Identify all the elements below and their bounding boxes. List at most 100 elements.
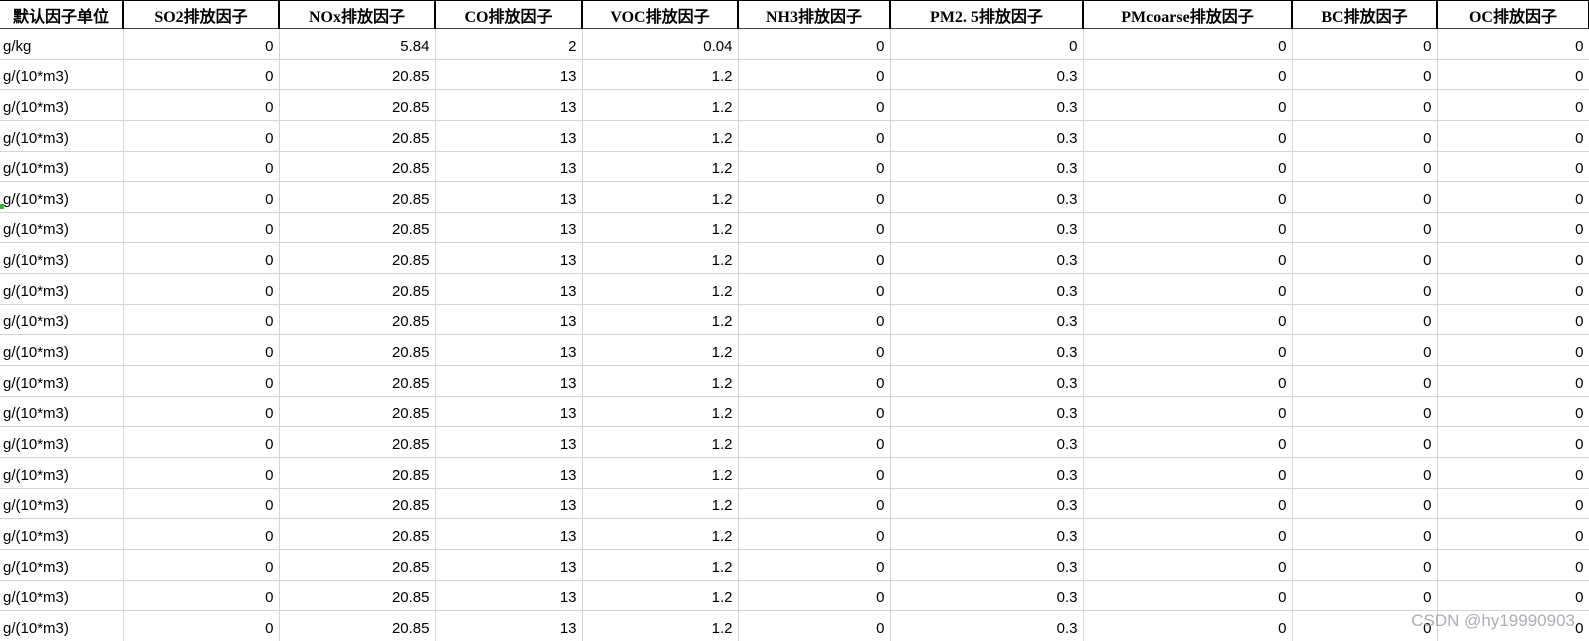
value-cell-so2[interactable]: 0: [122, 456, 280, 489]
value-cell-voc[interactable]: 0.04: [581, 28, 739, 60]
unit-cell[interactable]: g/kg: [0, 28, 124, 60]
value-cell-pm25[interactable]: 0.3: [889, 456, 1084, 489]
value-cell-oc[interactable]: 0: [1436, 395, 1589, 428]
value-cell-pmcoarse[interactable]: 0: [1082, 89, 1293, 121]
value-cell-pmcoarse[interactable]: 0: [1082, 487, 1293, 520]
value-cell-bc[interactable]: 0: [1291, 273, 1438, 305]
value-cell-so2[interactable]: 0: [122, 273, 280, 305]
value-cell-bc[interactable]: 0: [1291, 426, 1438, 458]
value-cell-so2[interactable]: 0: [122, 518, 280, 550]
value-cell-oc[interactable]: 0: [1436, 579, 1589, 612]
value-cell-so2[interactable]: 0: [122, 181, 280, 213]
value-cell-bc[interactable]: 0: [1291, 579, 1438, 612]
value-cell-co[interactable]: 13: [434, 150, 583, 183]
column-header-bc[interactable]: BC排放因子: [1291, 0, 1438, 29]
value-cell-pm25[interactable]: 0.3: [889, 426, 1084, 458]
value-cell-oc[interactable]: 0: [1436, 150, 1589, 183]
value-cell-nh3[interactable]: 0: [737, 518, 891, 550]
value-cell-nox[interactable]: 20.85: [278, 211, 436, 244]
value-cell-nox[interactable]: 20.85: [278, 242, 436, 275]
unit-cell[interactable]: g/(10*m3): [0, 211, 124, 244]
value-cell-so2[interactable]: 0: [122, 119, 280, 152]
value-cell-voc[interactable]: 1.2: [581, 518, 739, 550]
column-header-co[interactable]: CO排放因子: [434, 0, 583, 29]
value-cell-pmcoarse[interactable]: 0: [1082, 150, 1293, 183]
unit-cell[interactable]: g/(10*m3): [0, 365, 124, 397]
value-cell-so2[interactable]: 0: [122, 150, 280, 183]
value-cell-oc[interactable]: 0: [1436, 89, 1589, 121]
value-cell-voc[interactable]: 1.2: [581, 426, 739, 458]
value-cell-so2[interactable]: 0: [122, 395, 280, 428]
value-cell-pmcoarse[interactable]: 0: [1082, 610, 1293, 641]
unit-cell[interactable]: g/(10*m3): [0, 456, 124, 489]
value-cell-pm25[interactable]: 0.3: [889, 579, 1084, 612]
value-cell-pm25[interactable]: 0.3: [889, 89, 1084, 121]
value-cell-pm25[interactable]: 0.3: [889, 119, 1084, 152]
value-cell-nh3[interactable]: 0: [737, 548, 891, 581]
column-header-so2[interactable]: SO2排放因子: [122, 0, 280, 29]
value-cell-co[interactable]: 13: [434, 211, 583, 244]
value-cell-bc[interactable]: 0: [1291, 334, 1438, 367]
value-cell-bc[interactable]: 0: [1291, 119, 1438, 152]
value-cell-bc[interactable]: 0: [1291, 456, 1438, 489]
value-cell-nh3[interactable]: 0: [737, 211, 891, 244]
value-cell-nox[interactable]: 20.85: [278, 334, 436, 367]
value-cell-nh3[interactable]: 0: [737, 89, 891, 121]
value-cell-bc[interactable]: 0: [1291, 89, 1438, 121]
value-cell-bc[interactable]: 0: [1291, 28, 1438, 60]
value-cell-voc[interactable]: 1.2: [581, 119, 739, 152]
unit-cell[interactable]: g/(10*m3): [0, 303, 124, 336]
value-cell-nh3[interactable]: 0: [737, 610, 891, 641]
unit-cell[interactable]: g/(10*m3): [0, 334, 124, 367]
value-cell-voc[interactable]: 1.2: [581, 395, 739, 428]
value-cell-pmcoarse[interactable]: 0: [1082, 426, 1293, 458]
unit-cell[interactable]: g/(10*m3): [0, 395, 124, 428]
value-cell-so2[interactable]: 0: [122, 28, 280, 60]
value-cell-nox[interactable]: 20.85: [278, 89, 436, 121]
value-cell-pmcoarse[interactable]: 0: [1082, 334, 1293, 367]
value-cell-nh3[interactable]: 0: [737, 487, 891, 520]
value-cell-co[interactable]: 13: [434, 242, 583, 275]
value-cell-nox[interactable]: 20.85: [278, 119, 436, 152]
value-cell-co[interactable]: 13: [434, 334, 583, 367]
value-cell-oc[interactable]: 0: [1436, 211, 1589, 244]
value-cell-pmcoarse[interactable]: 0: [1082, 518, 1293, 550]
value-cell-co[interactable]: 13: [434, 426, 583, 458]
value-cell-bc[interactable]: 0: [1291, 211, 1438, 244]
value-cell-oc[interactable]: 0: [1436, 518, 1589, 550]
value-cell-nox[interactable]: 20.85: [278, 58, 436, 91]
value-cell-pmcoarse[interactable]: 0: [1082, 181, 1293, 213]
value-cell-co[interactable]: 13: [434, 548, 583, 581]
value-cell-voc[interactable]: 1.2: [581, 181, 739, 213]
value-cell-so2[interactable]: 0: [122, 211, 280, 244]
value-cell-nh3[interactable]: 0: [737, 456, 891, 489]
value-cell-bc[interactable]: 0: [1291, 518, 1438, 550]
value-cell-nh3[interactable]: 0: [737, 242, 891, 275]
value-cell-pmcoarse[interactable]: 0: [1082, 365, 1293, 397]
value-cell-bc[interactable]: 0: [1291, 395, 1438, 428]
value-cell-oc[interactable]: 0: [1436, 610, 1589, 641]
value-cell-nox[interactable]: 20.85: [278, 456, 436, 489]
value-cell-nh3[interactable]: 0: [737, 365, 891, 397]
value-cell-voc[interactable]: 1.2: [581, 365, 739, 397]
value-cell-nox[interactable]: 20.85: [278, 365, 436, 397]
value-cell-pm25[interactable]: 0.3: [889, 395, 1084, 428]
value-cell-pm25[interactable]: 0.3: [889, 365, 1084, 397]
value-cell-co[interactable]: 13: [434, 303, 583, 336]
value-cell-pm25[interactable]: 0.3: [889, 181, 1084, 213]
value-cell-pmcoarse[interactable]: 0: [1082, 456, 1293, 489]
unit-cell[interactable]: g/(10*m3): [0, 119, 124, 152]
value-cell-so2[interactable]: 0: [122, 365, 280, 397]
unit-cell[interactable]: g/(10*m3): [0, 150, 124, 183]
value-cell-nh3[interactable]: 0: [737, 181, 891, 213]
value-cell-nox[interactable]: 20.85: [278, 181, 436, 213]
unit-cell[interactable]: g/(10*m3): [0, 89, 124, 121]
value-cell-pm25[interactable]: 0.3: [889, 334, 1084, 367]
value-cell-co[interactable]: 13: [434, 365, 583, 397]
value-cell-voc[interactable]: 1.2: [581, 456, 739, 489]
value-cell-oc[interactable]: 0: [1436, 334, 1589, 367]
value-cell-bc[interactable]: 0: [1291, 548, 1438, 581]
value-cell-oc[interactable]: 0: [1436, 303, 1589, 336]
value-cell-so2[interactable]: 0: [122, 548, 280, 581]
value-cell-oc[interactable]: 0: [1436, 181, 1589, 213]
